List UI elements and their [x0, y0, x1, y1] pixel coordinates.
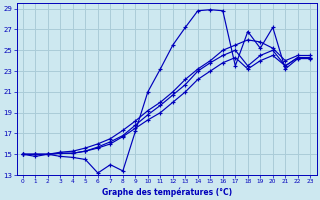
- X-axis label: Graphe des températures (°C): Graphe des températures (°C): [101, 187, 232, 197]
